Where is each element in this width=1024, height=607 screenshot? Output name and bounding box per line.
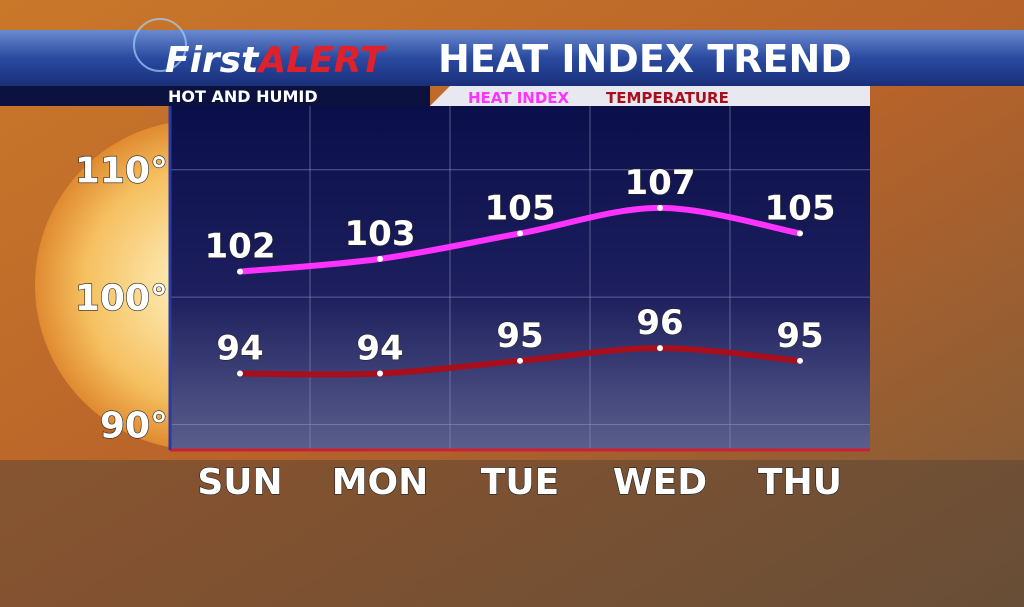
y-tick-label: 100°	[75, 278, 168, 319]
logo-ring	[133, 18, 187, 72]
y-tick-label: 110°	[75, 151, 168, 192]
chart-title: HEAT INDEX TREND	[438, 37, 852, 81]
value-label: 103	[345, 214, 416, 254]
x-tick-label: SUN	[197, 462, 282, 503]
brand-alert: ALERT	[255, 40, 386, 81]
point	[517, 357, 523, 364]
point	[797, 357, 803, 364]
legend-entry: HEAT INDEX	[468, 89, 570, 107]
point	[657, 204, 663, 211]
value-label: 107	[625, 163, 696, 203]
value-label: 94	[356, 329, 403, 369]
y-tick-label: 90°	[100, 406, 168, 447]
header-bar	[0, 30, 1024, 86]
x-tick-label: MON	[332, 462, 429, 503]
point	[377, 255, 383, 262]
legend-entry: TEMPERATURE	[606, 89, 729, 107]
point	[377, 370, 383, 377]
x-tick-label: THU	[758, 462, 842, 503]
point	[657, 345, 663, 352]
value-label: 105	[765, 188, 836, 228]
point	[517, 230, 523, 237]
x-tick-label: WED	[613, 462, 707, 503]
grass	[0, 460, 1024, 607]
legend-bar	[430, 86, 870, 106]
value-label: 105	[485, 188, 556, 228]
brand-first: First	[165, 40, 260, 81]
value-label: 95	[776, 316, 823, 356]
subtitle-bar	[0, 86, 430, 106]
point	[237, 370, 243, 377]
point	[237, 268, 243, 275]
plot-area	[170, 106, 870, 450]
point	[797, 230, 803, 237]
x-tick-label: TUE	[481, 462, 559, 503]
value-label: 96	[636, 303, 683, 343]
brand: FirstALERT	[165, 40, 387, 81]
chart-subtitle: HOT AND HUMID	[168, 87, 318, 106]
value-label: 94	[216, 329, 263, 369]
value-label: 102	[205, 227, 276, 267]
value-label: 95	[496, 316, 543, 356]
